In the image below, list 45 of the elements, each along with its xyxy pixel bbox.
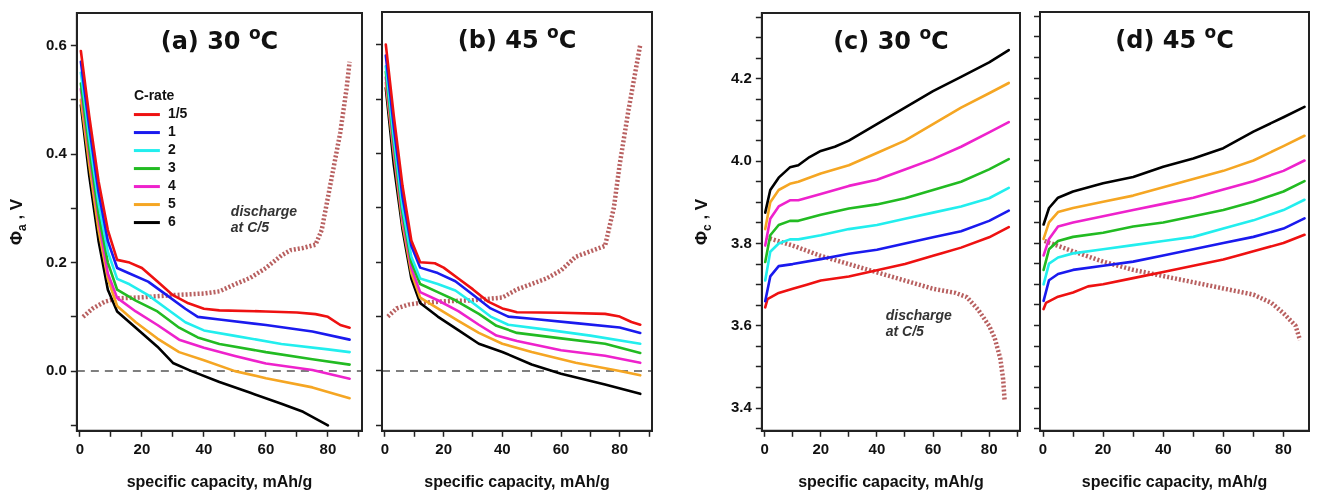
x-tick-label: 0 — [760, 439, 769, 457]
legend-title: C-rate — [133, 87, 175, 104]
legend-label: 5 — [167, 195, 176, 212]
x-tick-label: 0 — [1038, 439, 1048, 457]
x-tick-label: 60 — [1215, 439, 1232, 457]
y-tick-label: 0.4 — [45, 144, 68, 162]
y-tick-label: 0.2 — [45, 252, 67, 270]
x-tick-label: 40 — [868, 439, 886, 457]
x-tick-label: 60 — [552, 439, 570, 457]
x-tick-label: 20 — [435, 439, 452, 457]
legend-label: 2 — [167, 141, 176, 158]
y-tick-label: 0.0 — [45, 361, 67, 379]
x-tick-label: 40 — [1154, 439, 1172, 457]
y-tick-label: 3.4 — [730, 398, 753, 416]
x-axis-title: specific capacity, mAh/g — [126, 472, 313, 490]
y-tick-label: 4.2 — [730, 69, 752, 86]
x-tick-label: 80 — [980, 439, 998, 457]
x-axis-title: specific capacity, mAh/g — [1081, 472, 1268, 490]
y-axis-title: Φc , V — [692, 198, 715, 245]
legend-label: 4 — [167, 177, 176, 194]
x-tick-label: 80 — [1275, 439, 1292, 457]
x-tick-label: 40 — [493, 439, 511, 457]
x-tick-label: 20 — [1094, 439, 1112, 457]
x-tick-label: 60 — [257, 439, 275, 457]
x-tick-label: 60 — [924, 439, 942, 457]
x-tick-label: 20 — [133, 439, 151, 457]
annotation: discharge at C/5 — [885, 307, 953, 340]
y-tick-label: 3.8 — [730, 233, 752, 251]
legend-label: 1/5 — [167, 105, 188, 122]
legend-label: 3 — [167, 159, 176, 176]
x-axis-title: specific capacity, mAh/g — [424, 472, 610, 490]
x-tick-label: 80 — [319, 439, 337, 457]
x-tick-label: 20 — [812, 439, 830, 457]
legend-label: 6 — [167, 213, 176, 230]
y-axis-title: Φa , V — [7, 198, 30, 245]
y-tick-label: 4.0 — [730, 151, 752, 169]
x-tick-label: 0 — [75, 439, 85, 457]
x-axis-title: specific capacity, mAh/g — [798, 472, 984, 490]
x-tick-label: 80 — [611, 439, 629, 457]
annotation: discharge at C/5 — [230, 203, 298, 236]
y-tick-label: 3.6 — [730, 315, 752, 333]
legend-label: 1 — [167, 123, 176, 140]
x-tick-label: 0 — [380, 439, 390, 457]
x-tick-label: 40 — [195, 439, 213, 457]
y-tick-label: 0.6 — [45, 35, 67, 53]
